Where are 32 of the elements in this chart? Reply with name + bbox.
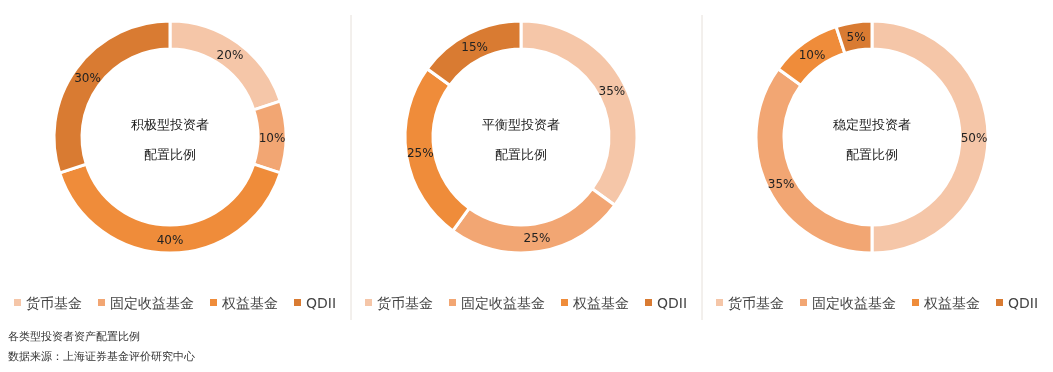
text: 配置比例 [144,147,196,162]
data-label: 25% [523,231,551,246]
data-label: 20% [216,47,244,62]
text: 配置比例 [846,147,898,162]
text: 积极型投资者 [131,117,209,132]
legend-label: 货币基金 [26,295,82,311]
legend-label: 货币基金 [377,295,433,311]
legend-label: QDII [657,295,688,311]
data-label: 15% [461,39,489,54]
text: 各类型投资者资产配置比例 [8,330,140,343]
data-label: 35% [598,84,626,99]
data-label: 50% [960,130,988,145]
legend-label: 固定收益基金 [461,295,545,311]
legend-label: QDII [1008,295,1039,311]
data-label: 30% [74,70,101,85]
data-label: 25% [406,146,434,161]
legend-label: 权益基金 [221,295,278,311]
legend-label: 固定收益基金 [812,295,896,311]
data-label: 10% [798,47,826,62]
text: 稳定型投资者 [833,117,911,132]
source-note: 数据来源：上海证券基金评价研究中心 [8,350,195,363]
data-label: 40% [156,232,184,247]
legend-label: 固定收益基金 [110,295,194,311]
legend-label: 权益基金 [572,295,629,311]
data-label: 35% [767,176,795,191]
legend-label: 权益基金 [923,295,980,311]
data-label: 5% [846,29,866,44]
text: 平衡型投资者 [482,117,560,132]
data-label: 10% [258,130,286,145]
text: 配置比例 [495,147,547,162]
legend-label: QDII [306,295,337,311]
legend-label: 货币基金 [728,295,784,311]
